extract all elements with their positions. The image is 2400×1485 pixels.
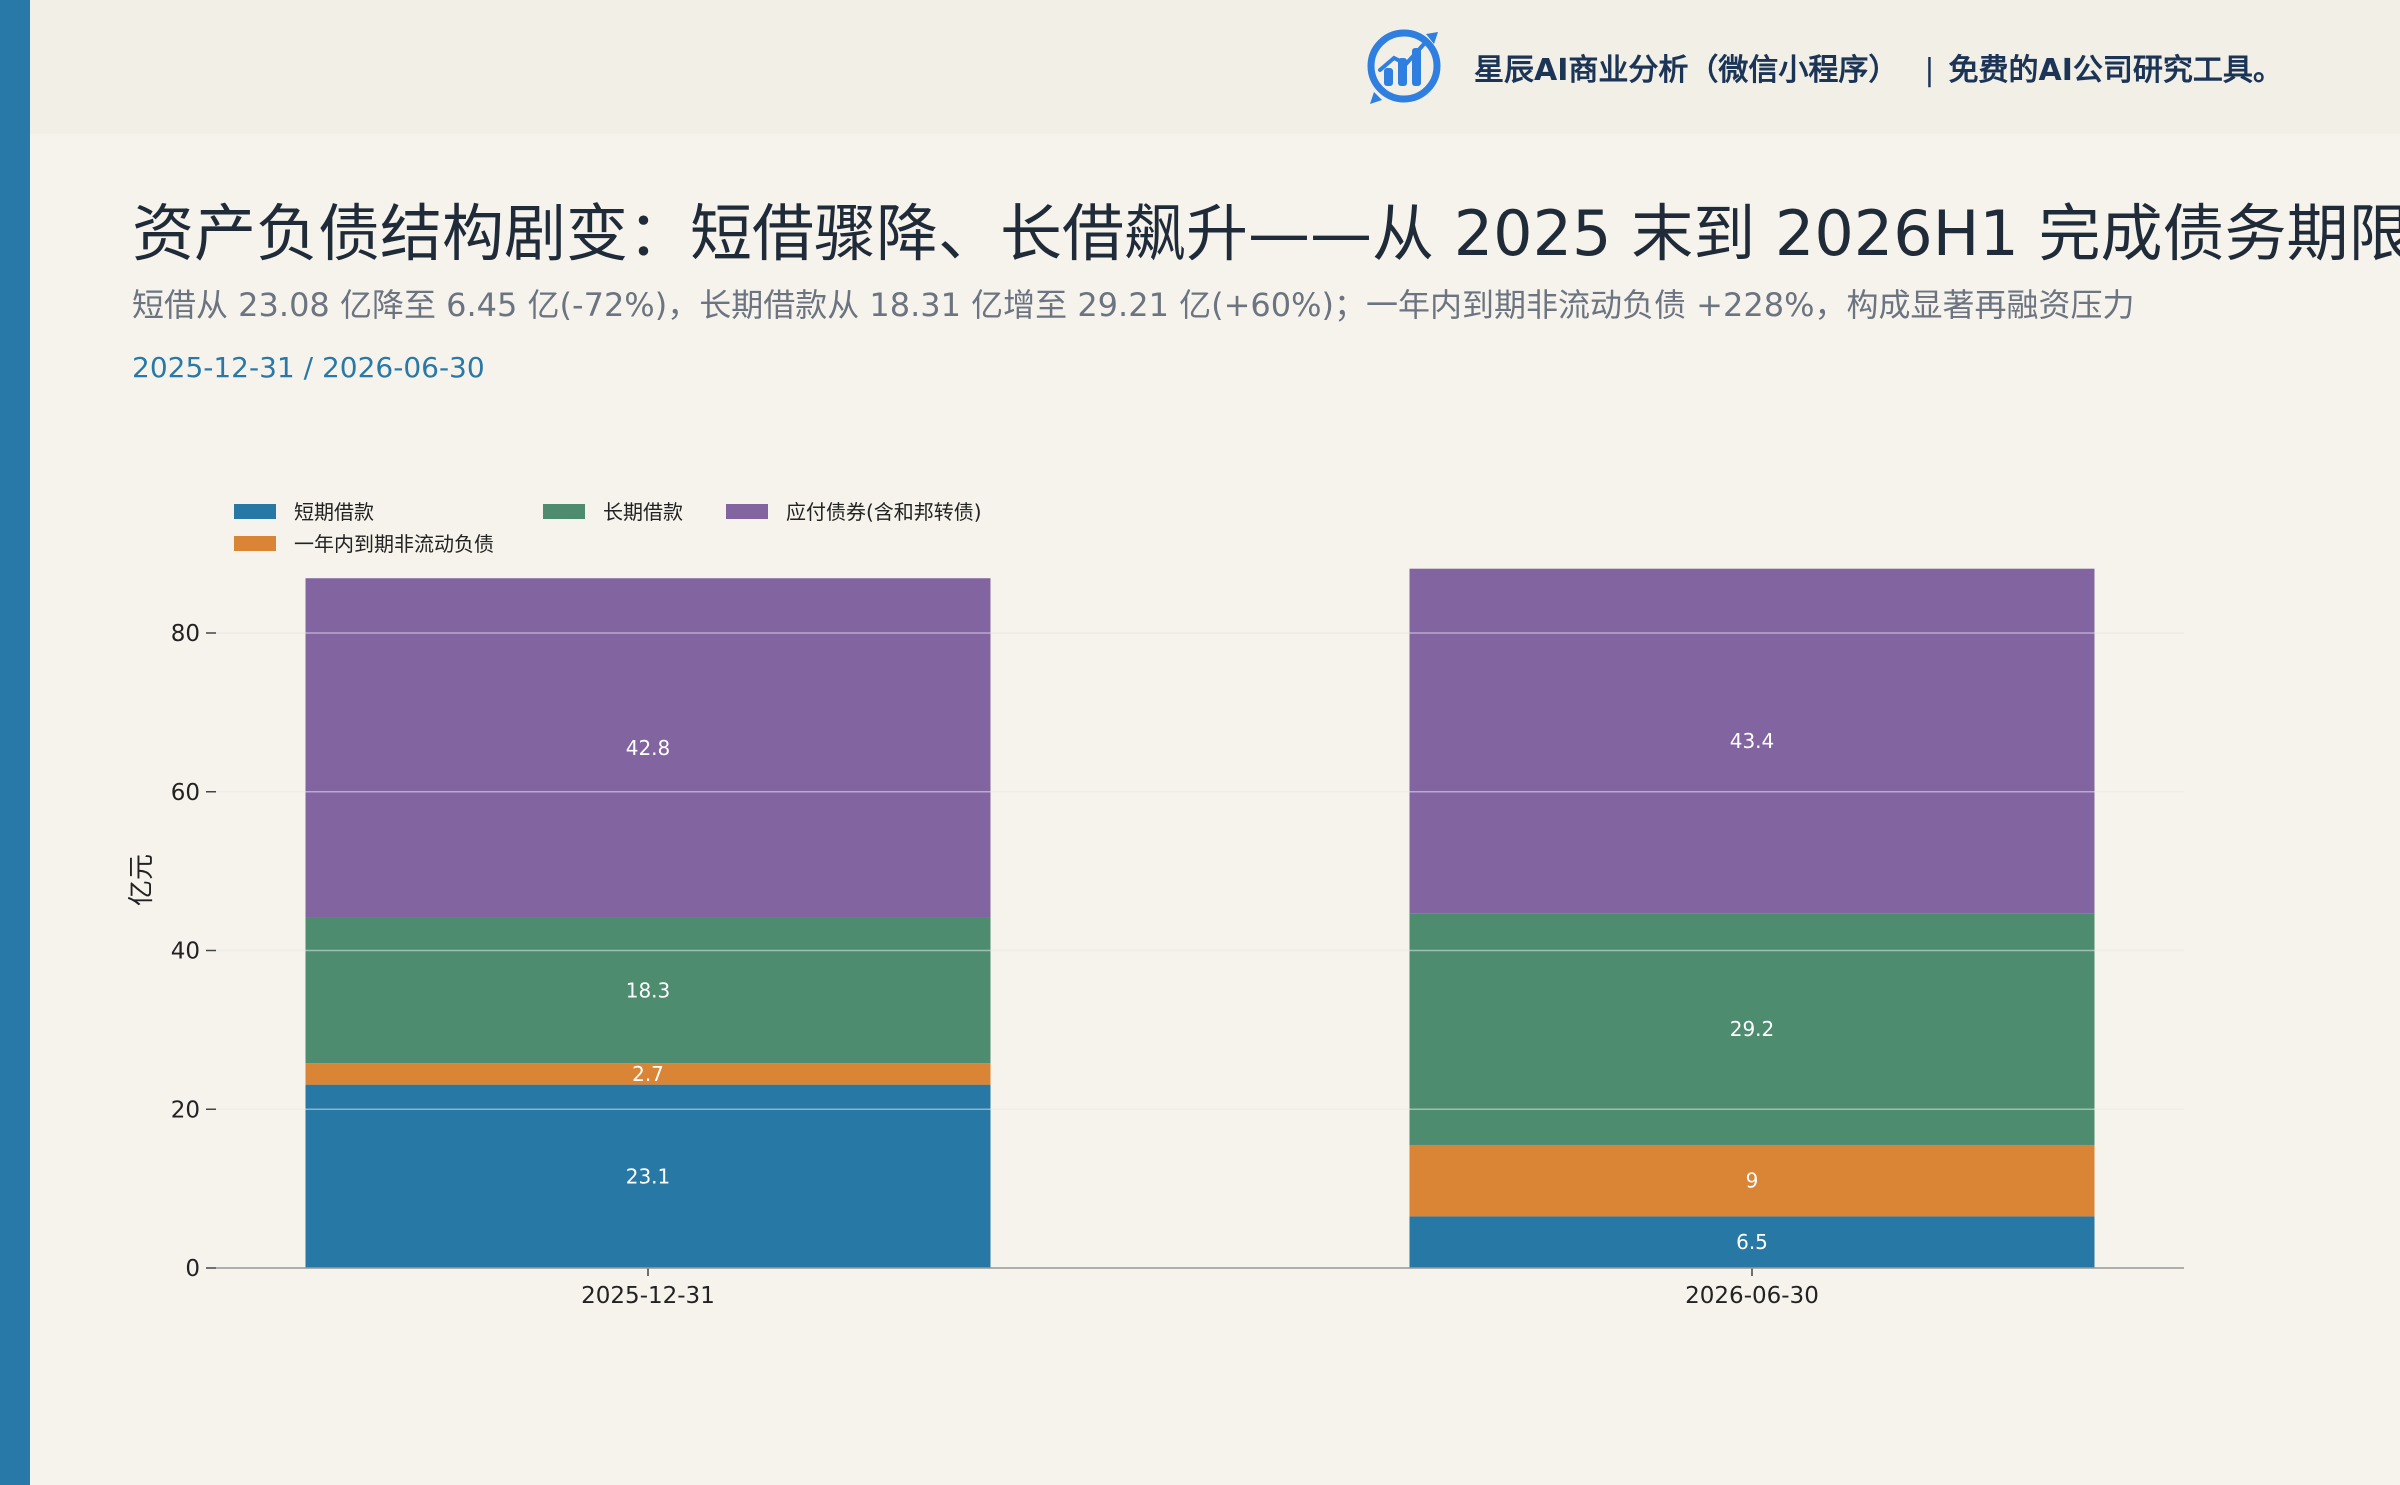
page-title: 资产负债结构剧变：短借骤降、长借飙升——从 2025 末到 2026H1 完成债… xyxy=(132,197,2400,270)
bar-segment xyxy=(1409,1216,2095,1268)
left-accent-bar xyxy=(0,0,30,1485)
bar-segment xyxy=(1409,568,2095,914)
bar-value-label: 9 xyxy=(1746,1169,1759,1193)
bar-value-label: 2.7 xyxy=(632,1062,664,1086)
legend-swatch xyxy=(543,504,585,519)
bar-value-label: 18.3 xyxy=(626,979,671,1003)
bar-segment xyxy=(1409,1144,2095,1217)
bar-segment xyxy=(1409,913,2095,1145)
date-range: 2025-12-31 / 2026-06-30 xyxy=(132,351,485,384)
y-tick-label: 80 xyxy=(171,621,200,647)
brand-banner: 星辰AI商业分析（微信小程序） | 免费的AI公司研究工具。 xyxy=(1474,50,2283,92)
brand-logo-icon xyxy=(1367,29,1441,104)
legend-swatch xyxy=(234,536,276,551)
bar-value-label: 43.4 xyxy=(1730,729,1775,753)
bar-value-label: 29.2 xyxy=(1730,1017,1775,1041)
legend-swatch xyxy=(234,504,276,519)
brand-name: 星辰AI商业分析（微信小程序） xyxy=(1474,53,1899,88)
bar-segment xyxy=(305,1063,991,1085)
brand-tagline: 免费的AI公司研究工具。 xyxy=(1948,53,2283,88)
brand-separator: | xyxy=(1924,53,1935,88)
legend-label: 短期借款 xyxy=(294,500,374,524)
legend-swatch xyxy=(726,504,768,519)
header-band xyxy=(30,0,2400,134)
bar-value-label: 42.8 xyxy=(626,736,671,760)
y-tick-label: 0 xyxy=(185,1256,200,1282)
bar-value-label: 23.1 xyxy=(626,1164,671,1188)
legend-label: 一年内到期非流动负债 xyxy=(294,532,494,556)
x-tick-label: 2026-06-30 xyxy=(1685,1283,1819,1309)
bar-segment xyxy=(305,578,991,918)
y-tick-label: 40 xyxy=(171,939,200,965)
y-tick-label: 60 xyxy=(171,780,200,806)
x-tick-label: 2025-12-31 xyxy=(581,1283,715,1309)
legend-label: 长期借款 xyxy=(603,500,683,524)
bar-segment xyxy=(305,917,991,1064)
y-axis-title: 亿元 xyxy=(127,854,157,906)
y-tick-label: 20 xyxy=(171,1097,200,1123)
bar-value-label: 6.5 xyxy=(1736,1230,1768,1254)
legend-label: 应付债券(含和邦转债) xyxy=(786,500,982,524)
page-subtitle: 短借从 23.08 亿降至 6.45 亿(-72%)，长期借款从 18.31 亿… xyxy=(132,286,2135,324)
bar-segment xyxy=(305,1084,991,1268)
